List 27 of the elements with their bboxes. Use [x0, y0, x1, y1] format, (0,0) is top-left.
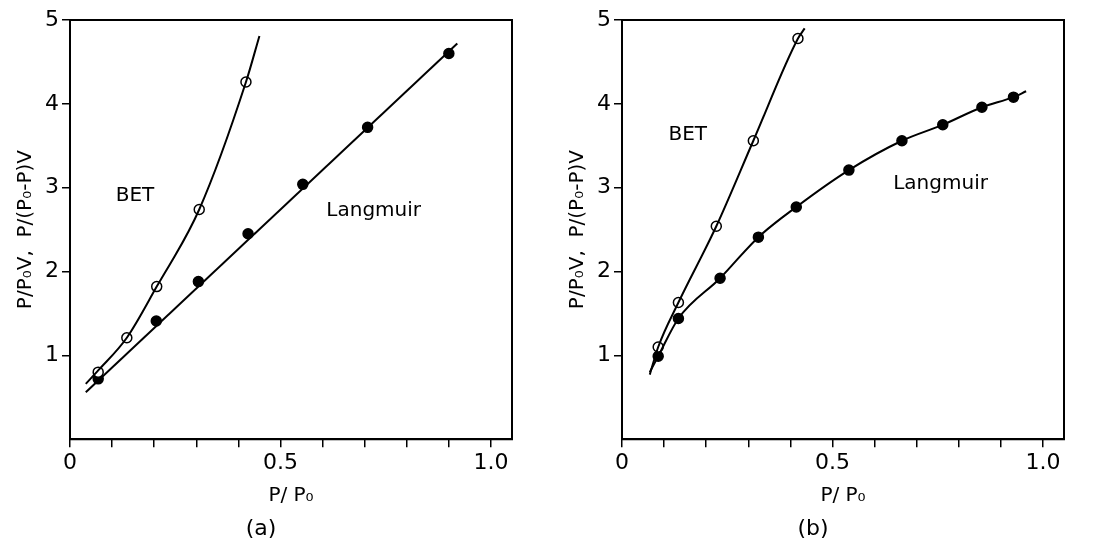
- text: BET: [115, 182, 156, 207]
- text: (a): [245, 514, 277, 540]
- x-tick-label: 0.5: [814, 449, 850, 475]
- y-tick-label: 4: [45, 89, 59, 115]
- y-tick-label: 3: [45, 173, 59, 199]
- series-label: Langmuir: [893, 169, 989, 194]
- series-label: Langmuir: [326, 197, 422, 222]
- y-tick-label: 2: [45, 257, 59, 283]
- y-tick-label: 1: [45, 341, 59, 367]
- x-axis-title: P/ P₀: [268, 481, 314, 506]
- line-series: [84, 34, 261, 385]
- x-tick-label: 0: [63, 449, 77, 475]
- x-tick-label: 1.0: [473, 449, 509, 475]
- text: (b): [797, 514, 829, 540]
- text: BET: [668, 121, 708, 146]
- y-axis-title: P/P₀V, P/(P₀-P)V: [564, 149, 589, 310]
- x-tick-label: 0.5: [262, 449, 298, 475]
- x-axis-title: P/ P₀: [820, 481, 866, 506]
- y-tick-label: 4: [597, 89, 611, 115]
- x-tick-label: 0: [615, 449, 629, 475]
- y-tick-label: 2: [597, 257, 611, 283]
- y-axis-title: P/P₀V, P/(P₀-P)V: [12, 149, 37, 310]
- y-tick-label: 1: [597, 341, 611, 367]
- x-tick-label: 1.0: [1025, 449, 1061, 475]
- y-tick-label: 3: [597, 173, 611, 199]
- y-tick-label: 5: [597, 5, 611, 31]
- y-tick-label: 5: [45, 5, 59, 31]
